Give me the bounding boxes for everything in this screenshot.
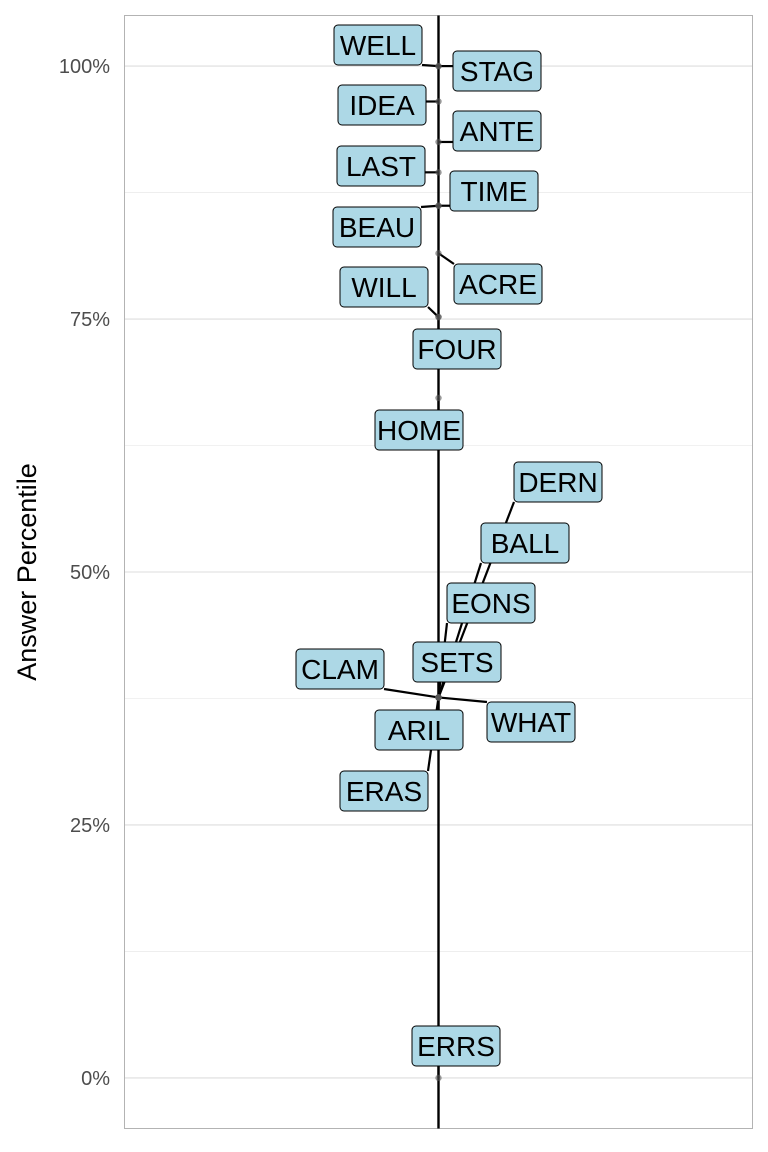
label-box-acre [453,263,543,305]
data-point-four [435,313,442,321]
label-acre: ACRE [459,269,537,300]
label-errs: ERRS [417,1031,495,1062]
label-box-sets [412,641,502,683]
label-box-home [374,409,464,451]
word-labels: WELL STAG IDEA ANTE LAST TIME BEAU ACRE WILLFOUR… [295,24,603,1067]
data-point-ante [435,138,442,146]
data-point-idea [435,98,442,105]
label-eons: EONS [451,588,530,619]
label-clam: CLAM [301,654,379,685]
data-point-acre [435,250,442,257]
y-axis-title: Answer Percentile [12,463,42,681]
label-box-beau [332,206,422,248]
label-aril: ARIL [388,715,450,746]
label-box-well [333,24,423,66]
label-beau: BEAU [339,212,415,243]
y-tick-label: 100% [59,56,110,78]
label-what: WHAT [491,707,571,738]
label-eras: ERAS [346,776,422,807]
label-box-idea [337,84,427,126]
label-box-eons [446,582,536,624]
label-box-errs [411,1025,501,1067]
label-well: WELL [340,30,416,61]
leader-line-what [438,696,488,704]
label-box-ball [480,522,570,564]
data-point-eras [435,694,442,701]
label-box-what [486,701,576,743]
label-sets: SETS [420,647,493,678]
label-ante: ANTE [460,116,535,147]
label-box-four [412,328,502,370]
label-box-clam [295,648,385,690]
y-axis-ticks: 0% 25% 50% 75% 100% [59,56,110,1090]
label-idea: IDEA [349,90,415,121]
data-point-stag [435,62,442,70]
label-box-stag [452,50,542,92]
label-time: TIME [461,176,528,207]
y-tick-label: 50% [70,562,110,584]
label-box-dern [513,461,603,503]
leader-line-clam [383,687,439,699]
label-box-will [339,266,429,308]
data-point-beau [435,202,442,209]
label-box-time [449,170,539,212]
label-will: WILL [351,272,416,303]
label-ball: BALL [491,528,560,559]
label-box-aril [374,709,464,751]
label-box-eras [339,770,429,812]
label-home: HOME [377,415,461,446]
y-tick-label: 75% [70,309,110,331]
data-point-errs [435,1074,442,1082]
label-box-last [336,145,426,187]
label-four: FOUR [417,334,496,365]
label-box-ante [452,110,542,152]
label-stag: STAG [460,56,534,87]
y-tick-label: 0% [81,1068,110,1090]
data-point-home [435,394,442,402]
label-last: LAST [346,151,416,182]
label-dern: DERN [518,467,597,498]
y-tick-label: 25% [70,815,110,837]
data-points [435,62,442,1082]
data-point-last [435,169,442,176]
